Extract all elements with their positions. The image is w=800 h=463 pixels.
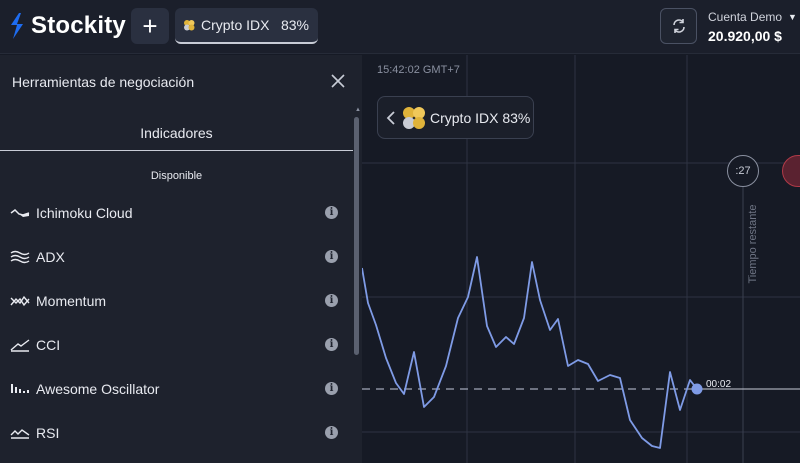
indicator-label: Momentum	[36, 293, 107, 309]
remaining-time-label: Tiempo restante	[747, 204, 759, 284]
indicator-label: ADX	[36, 249, 65, 265]
account-balance: 20.920,00 $	[708, 28, 782, 44]
indicator-label: Awesome Oscillator	[36, 381, 160, 397]
indicator-list: Ichimoku Cloud i ADX i Momentum i	[0, 191, 353, 455]
price-time-label: 00:02	[706, 379, 732, 390]
server-time: 15:42:02 GMT+7	[377, 64, 460, 76]
info-icon[interactable]: i	[325, 294, 338, 307]
account-type: Cuenta Demo ▼	[708, 10, 797, 24]
panel-title: Herramientas de negociación	[12, 74, 195, 90]
trading-tools-panel: Herramientas de negociación Indicadores …	[0, 55, 362, 463]
asset-tab-name: Crypto IDX	[201, 17, 270, 33]
indicator-item-ichimoku[interactable]: Ichimoku Cloud i	[0, 191, 353, 235]
brand-logo[interactable]: Stockity	[8, 12, 126, 40]
adx-icon	[10, 250, 30, 264]
countdown-timer: :27	[727, 155, 759, 187]
indicator-item-momentum[interactable]: Momentum i	[0, 279, 353, 323]
asset-tab-payout: 83%	[280, 17, 309, 33]
account-type-label: Cuenta Demo	[708, 10, 783, 24]
crypto-coins-icon	[403, 106, 425, 129]
cci-icon	[10, 339, 30, 352]
switch-account-button[interactable]	[660, 8, 697, 44]
indicator-label: CCI	[36, 337, 61, 353]
brand-name: Stockity	[31, 12, 126, 39]
caret-down-icon: ▼	[788, 12, 797, 22]
indicator-item-awesome-oscillator[interactable]: Awesome Oscillator i	[0, 367, 353, 411]
section-available-label: Disponible	[150, 170, 203, 182]
info-icon[interactable]: i	[325, 426, 338, 439]
indicator-label: Ichimoku Cloud	[36, 205, 133, 221]
indicator-item-rsi[interactable]: RSI i	[0, 411, 353, 455]
scroll-up-arrow-icon[interactable]: ▲	[355, 107, 361, 113]
price-line-series	[362, 256, 698, 449]
scrollbar-thumb[interactable]	[354, 117, 359, 355]
current-price-dot	[691, 383, 703, 395]
info-icon[interactable]: i	[325, 382, 338, 395]
info-icon[interactable]: i	[325, 338, 338, 351]
indicator-item-cci[interactable]: CCI i	[0, 323, 353, 367]
top-bar: Stockity + Crypto IDX 83% Cuenta De	[0, 0, 800, 54]
indicator-item-adx[interactable]: ADX i	[0, 235, 353, 279]
momentum-icon	[10, 295, 30, 307]
close-icon[interactable]	[330, 73, 346, 89]
crypto-coin-icon	[184, 20, 195, 31]
stockity-logo-icon	[11, 13, 23, 39]
rsi-icon	[10, 429, 30, 439]
info-icon[interactable]: i	[325, 206, 338, 219]
ichimoku-icon	[10, 209, 30, 217]
refresh-icon	[672, 19, 685, 33]
tab-indicadores[interactable]: Indicadores	[0, 115, 353, 151]
add-asset-button[interactable]: +	[131, 8, 169, 44]
info-icon[interactable]: i	[325, 250, 338, 263]
price-chart-svg	[362, 55, 800, 463]
chart-asset-label: Crypto IDX 83%	[430, 109, 531, 126]
chevron-left-icon	[386, 110, 395, 125]
chart-asset-selector[interactable]: Crypto IDX 83%	[377, 96, 534, 139]
indicator-label: RSI	[36, 425, 60, 441]
awesome-oscillator-icon	[11, 384, 29, 393]
account-selector[interactable]: Cuenta Demo ▼ 20.920,00 $	[708, 10, 797, 44]
asset-tab-crypto-idx[interactable]: Crypto IDX 83%	[175, 8, 318, 44]
